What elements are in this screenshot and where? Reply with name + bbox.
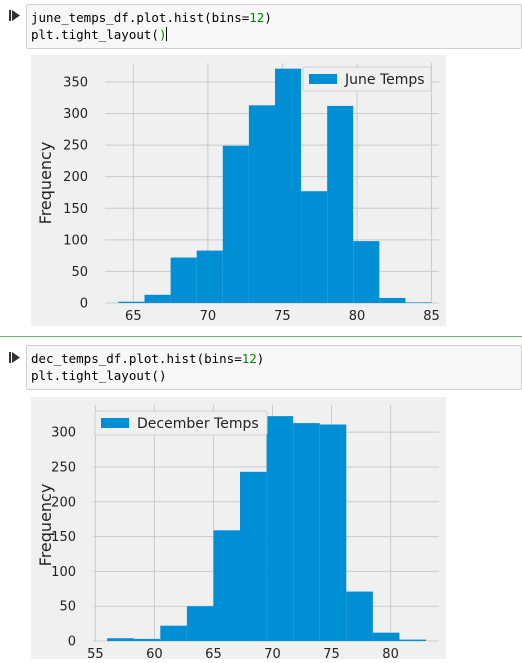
x-tick-label: 85 (423, 309, 440, 324)
y-tick-label: 250 (63, 139, 88, 154)
histogram-bar (346, 591, 373, 641)
histogram-bar (405, 302, 432, 303)
legend-swatch (101, 418, 129, 428)
histogram-bar (213, 530, 241, 641)
histogram-bar (144, 294, 171, 303)
histogram-bar (319, 424, 347, 641)
y-tick-label: 100 (51, 565, 76, 580)
x-tick-label: 70 (200, 309, 217, 324)
histogram-bar (293, 423, 320, 641)
y-tick-label: 150 (63, 202, 88, 217)
histogram-bar (170, 257, 197, 303)
histogram-bar (353, 241, 380, 303)
x-tick-label: 75 (274, 309, 291, 324)
legend-box (94, 410, 268, 436)
y-tick-label: 0 (68, 635, 76, 650)
histogram-bar (399, 639, 427, 641)
text-cursor (166, 27, 168, 41)
x-tick-label: 65 (205, 647, 222, 659)
y-tick-label: 250 (51, 460, 76, 475)
code-text: plt.tight_layout( (31, 368, 159, 383)
y-tick-label: 300 (51, 426, 76, 441)
x-tick-label: 65 (125, 309, 142, 324)
x-tick-label: 70 (264, 647, 281, 659)
x-tick-label: 80 (349, 309, 366, 324)
code-text: ) (256, 351, 265, 366)
cell-separator (0, 336, 522, 337)
y-tick-label: 0 (80, 297, 88, 312)
y-tick-label: 50 (59, 600, 76, 615)
x-tick-label: 55 (87, 647, 104, 659)
x-tick-label: 60 (146, 647, 163, 659)
histogram-bar (301, 191, 328, 303)
code-text: ) (264, 10, 272, 25)
histogram-bar (118, 301, 145, 303)
y-axis-label: Frequency (36, 142, 55, 225)
y-tick-label: 50 (71, 265, 88, 280)
y-tick-label: 300 (63, 107, 88, 122)
code-text: dec_temps_df.plot.hist(bins= (31, 351, 242, 366)
legend-box (302, 66, 432, 92)
histogram-bar (196, 250, 223, 303)
code-paren: ) (158, 368, 167, 383)
histogram-june: 65 70 75 80 85 0 50 100 150 200 250 300 350 Frequency… (31, 55, 446, 326)
code-paren: ) (158, 27, 167, 42)
code-cell-1[interactable]: june_temps_df.plot.hist(bins=12) plt.tig… (26, 4, 522, 49)
histogram-bar (186, 606, 214, 641)
code-line: plt.tight_layout() (31, 367, 517, 384)
histogram-bar (266, 416, 294, 641)
histogram-bar (327, 105, 354, 303)
y-tick-label: 350 (63, 75, 88, 90)
code-cell-2[interactable]: dec_temps_df.plot.hist(bins=12) plt.tigh… (26, 345, 522, 390)
histogram-bar (240, 471, 267, 641)
x-tick-label: 75 (323, 647, 340, 659)
histogram-bar (274, 68, 302, 304)
y-axis-label: Frequency (36, 484, 55, 567)
run-cell-icon[interactable] (9, 10, 20, 21)
histogram-december: 55 60 65 70 75 80 0 50 100 150 200 250 300 Frequency D… (31, 397, 446, 662)
histogram-bar (372, 632, 400, 641)
histogram-bar (379, 297, 406, 303)
y-tick-label: 200 (63, 170, 88, 185)
code-text: plt.tight_layout( (31, 27, 159, 42)
histogram-bar (133, 638, 161, 641)
code-line: plt.tight_layout() (31, 26, 517, 43)
histogram-bar (160, 625, 187, 641)
y-tick-label: 150 (51, 530, 76, 545)
code-text: june_temps_df.plot.hist(bins= (31, 10, 250, 25)
histogram-bar (248, 105, 275, 303)
code-number: 12 (249, 10, 265, 25)
y-tick-label: 200 (51, 495, 76, 510)
y-tick-label: 100 (63, 233, 88, 248)
histogram-bar (222, 145, 249, 303)
legend-label: June Temps (344, 72, 425, 88)
histogram-bar (107, 638, 134, 641)
x-tick-label: 80 (382, 647, 399, 659)
histogram-june-svg: 65 70 75 80 85 0 50 100 150 200 250 300 350 Frequency… (31, 55, 446, 326)
code-number: 12 (241, 351, 257, 366)
legend-swatch (309, 74, 337, 84)
histogram-december-svg: 55 60 65 70 75 80 0 50 100 150 200 250 300 Frequency D… (31, 397, 446, 662)
run-cell-icon[interactable] (9, 352, 20, 363)
legend-label: December Temps (137, 416, 259, 432)
code-line: june_temps_df.plot.hist(bins=12) (31, 9, 517, 26)
code-line: dec_temps_df.plot.hist(bins=12) (31, 350, 517, 367)
